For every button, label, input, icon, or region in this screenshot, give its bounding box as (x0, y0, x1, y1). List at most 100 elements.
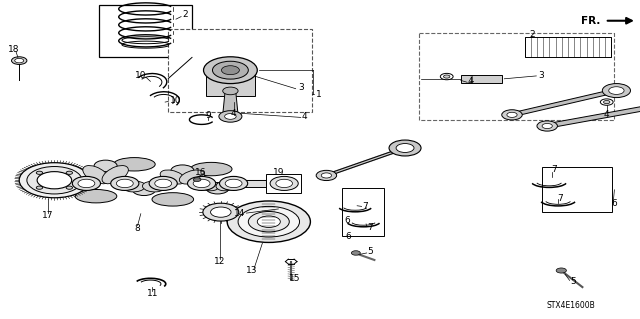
Circle shape (444, 75, 450, 78)
Circle shape (132, 184, 156, 196)
Ellipse shape (143, 181, 164, 192)
Polygon shape (323, 146, 408, 178)
Circle shape (36, 171, 43, 174)
Circle shape (15, 58, 24, 63)
Circle shape (609, 87, 624, 94)
Circle shape (221, 66, 239, 75)
Bar (525, 37, 611, 57)
Circle shape (502, 110, 522, 120)
Text: 15: 15 (289, 274, 300, 283)
Circle shape (238, 206, 300, 237)
Ellipse shape (179, 170, 205, 184)
Circle shape (27, 167, 82, 194)
Bar (419, 33, 614, 120)
Circle shape (211, 207, 231, 217)
Circle shape (600, 99, 613, 105)
Ellipse shape (200, 181, 219, 191)
Ellipse shape (124, 181, 145, 192)
Circle shape (537, 121, 557, 131)
Circle shape (66, 171, 72, 174)
Text: 4: 4 (301, 112, 307, 121)
Ellipse shape (76, 189, 116, 203)
Circle shape (219, 111, 242, 122)
Circle shape (227, 201, 310, 242)
Circle shape (225, 179, 242, 188)
Text: 12: 12 (214, 257, 225, 266)
Bar (342, 188, 384, 236)
Text: 17: 17 (42, 211, 54, 220)
Circle shape (257, 216, 280, 227)
Circle shape (12, 57, 27, 64)
Text: 5: 5 (367, 247, 372, 256)
Circle shape (396, 144, 414, 152)
Text: 7: 7 (551, 165, 556, 174)
Text: 18: 18 (8, 45, 20, 54)
Bar (461, 75, 502, 83)
Circle shape (223, 87, 238, 95)
Text: 4: 4 (231, 109, 236, 118)
Text: 9: 9 (205, 111, 211, 120)
Text: 1: 1 (469, 75, 474, 84)
Circle shape (37, 172, 72, 189)
Ellipse shape (191, 162, 232, 176)
Text: 2: 2 (530, 30, 535, 39)
Polygon shape (509, 88, 619, 117)
Circle shape (542, 123, 552, 129)
Text: FR.: FR. (581, 16, 600, 26)
Text: 4: 4 (604, 110, 609, 119)
Text: 13: 13 (246, 266, 257, 275)
Text: 6: 6 (346, 232, 351, 241)
Circle shape (193, 179, 210, 188)
Circle shape (66, 186, 72, 189)
Circle shape (171, 165, 194, 176)
Text: 7: 7 (367, 223, 372, 232)
Circle shape (507, 112, 517, 117)
Circle shape (19, 163, 90, 198)
Circle shape (220, 176, 248, 190)
Text: 5: 5 (570, 277, 575, 286)
Circle shape (212, 61, 248, 79)
Text: 19: 19 (273, 168, 284, 177)
Bar (240, 180, 266, 187)
Circle shape (440, 73, 453, 80)
Circle shape (111, 176, 139, 190)
Circle shape (604, 100, 610, 104)
Circle shape (193, 178, 201, 182)
Circle shape (556, 268, 566, 273)
Circle shape (78, 179, 95, 188)
Bar (206, 70, 255, 96)
Text: 14: 14 (234, 209, 246, 218)
Ellipse shape (216, 181, 235, 191)
Circle shape (206, 182, 229, 194)
Circle shape (602, 84, 630, 98)
Text: 2: 2 (183, 11, 188, 19)
Ellipse shape (83, 166, 109, 184)
Circle shape (116, 179, 133, 188)
Text: 6: 6 (344, 216, 350, 225)
Circle shape (248, 211, 289, 232)
Circle shape (270, 176, 298, 190)
Text: 7: 7 (362, 202, 367, 211)
Circle shape (225, 114, 236, 119)
Text: 3: 3 (538, 71, 543, 80)
Polygon shape (545, 104, 640, 129)
Text: 6: 6 (612, 199, 617, 208)
Circle shape (36, 186, 43, 189)
Circle shape (155, 179, 172, 188)
Circle shape (316, 170, 337, 181)
Circle shape (149, 176, 177, 190)
Circle shape (389, 140, 421, 156)
Ellipse shape (114, 158, 156, 171)
Text: 1: 1 (316, 90, 321, 99)
Circle shape (204, 57, 257, 84)
Text: 16: 16 (195, 168, 206, 177)
Circle shape (94, 160, 117, 172)
Ellipse shape (102, 166, 129, 184)
Text: 3: 3 (298, 83, 303, 92)
Ellipse shape (152, 193, 194, 206)
Ellipse shape (160, 170, 186, 184)
Bar (542, 167, 612, 212)
Text: 10: 10 (170, 96, 181, 105)
Circle shape (351, 251, 360, 255)
Bar (168, 29, 312, 112)
